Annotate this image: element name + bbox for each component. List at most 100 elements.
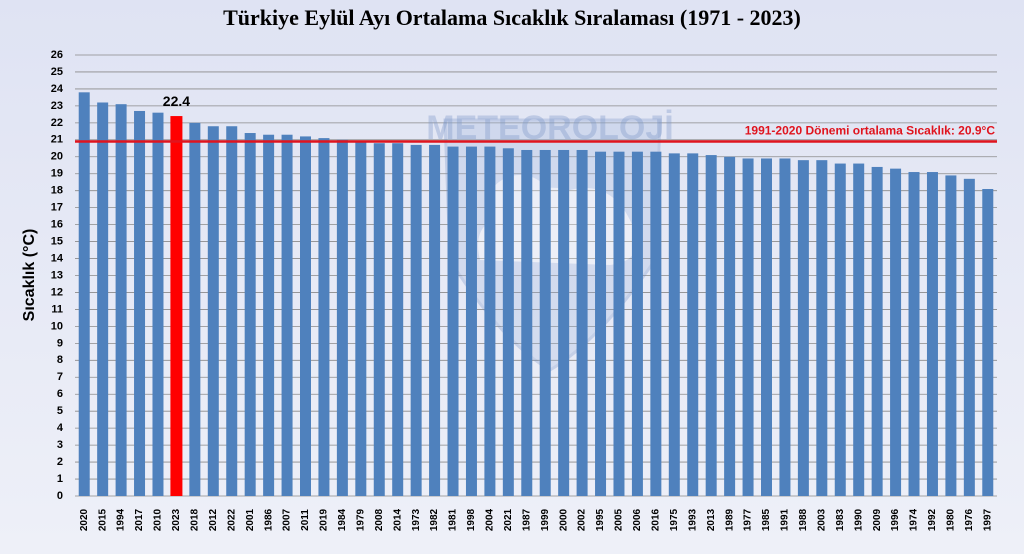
bar	[484, 146, 496, 497]
x-tick-label: 1975	[669, 508, 680, 531]
y-tick-label: 24	[51, 83, 64, 95]
y-tick-label: 1	[57, 473, 63, 485]
bar	[410, 144, 422, 496]
bar	[668, 153, 680, 496]
y-tick-label: 15	[51, 235, 63, 247]
x-tick-label: 1998	[466, 508, 477, 531]
x-tick-label: 2011	[300, 509, 311, 531]
x-tick-label: 1987	[521, 508, 532, 531]
y-tick-label: 21	[51, 134, 63, 146]
x-tick-label: 1981	[448, 508, 459, 531]
x-tick-label: 2014	[392, 508, 403, 531]
bar	[558, 149, 570, 496]
bar	[318, 138, 330, 496]
bar	[890, 168, 902, 496]
y-tick-label: 20	[51, 151, 63, 163]
bar	[226, 126, 238, 496]
bar	[300, 136, 311, 496]
x-tick-label: 1988	[798, 508, 809, 531]
bar	[926, 172, 938, 497]
bar	[281, 134, 293, 496]
bar	[779, 158, 791, 496]
x-tick-label: 1985	[761, 508, 772, 531]
bar	[115, 104, 127, 496]
bar	[595, 151, 607, 496]
y-tick-label: 16	[51, 219, 63, 231]
x-tick-label: 2022	[226, 508, 237, 531]
x-tick-label: 1992	[927, 508, 938, 531]
x-tick-label: 1974	[909, 508, 920, 531]
bar	[447, 146, 459, 497]
x-tick-label: 2017	[134, 508, 145, 531]
x-tick-label: 1982	[429, 508, 440, 531]
y-tick-label: 0	[57, 490, 63, 502]
x-tick-label: 2001	[245, 508, 256, 531]
x-tick-label: 2021	[503, 508, 514, 531]
y-tick-label: 12	[51, 286, 63, 298]
x-tick-label: 1990	[853, 508, 864, 531]
x-tick-label: 1983	[835, 508, 846, 531]
watermark-logo	[443, 118, 662, 372]
bar	[761, 158, 772, 496]
bar	[502, 148, 514, 497]
bar	[355, 141, 367, 496]
x-tick-label: 2020	[79, 508, 90, 531]
x-tick-label: 1995	[595, 508, 606, 531]
y-tick-label: 18	[51, 185, 63, 197]
x-tick-label: 1986	[263, 508, 274, 531]
bar	[945, 175, 957, 496]
x-tick-label: 2012	[208, 508, 219, 531]
bar	[631, 151, 643, 496]
bar	[465, 146, 477, 497]
y-tick-label: 25	[51, 66, 63, 78]
bar	[724, 156, 736, 496]
bar	[373, 143, 385, 496]
x-tick-label: 2005	[614, 508, 625, 531]
bar	[687, 153, 699, 496]
y-tick-label: 14	[51, 252, 64, 264]
bar	[908, 172, 920, 497]
bar	[521, 149, 533, 496]
x-tick-label: 1993	[687, 508, 698, 531]
x-tick-label: 2000	[558, 508, 569, 531]
x-tick-label: 1979	[355, 508, 366, 531]
x-tick-label: 1977	[743, 508, 754, 531]
x-tick-label: 1991	[780, 508, 791, 531]
x-tick-label: 2019	[319, 508, 330, 531]
x-tick-label: 2018	[190, 508, 201, 531]
y-tick-label: 7	[57, 371, 63, 383]
bar	[834, 163, 846, 497]
x-tick-label: 1984	[337, 508, 348, 531]
x-tick-label: 1973	[411, 508, 422, 531]
x-tick-label: 2010	[153, 508, 164, 531]
y-axis-label: Sıcaklık (°C)	[21, 229, 38, 322]
bar	[963, 178, 975, 497]
x-tick-label: 1996	[890, 508, 901, 531]
bar	[982, 188, 994, 496]
x-tick-label: 2006	[632, 508, 643, 531]
y-tick-label: 26	[51, 49, 63, 61]
x-tick-label: 2009	[872, 508, 883, 531]
y-tick-label: 6	[57, 388, 63, 400]
x-tick-label: 2023	[171, 508, 182, 531]
x-tick-label: 1994	[116, 508, 127, 531]
bar	[134, 110, 146, 496]
y-tick-label: 3	[57, 439, 63, 451]
bar	[797, 160, 809, 496]
bar	[207, 126, 219, 496]
x-tick-label: 2002	[577, 508, 588, 531]
chart-title: Türkiye Eylül Ayı Ortalama Sıcaklık Sıra…	[223, 5, 801, 30]
y-tick-label: 23	[51, 100, 63, 112]
reference-label: 1991-2020 Dönemi ortalama Sıcaklık: 20.9…	[745, 124, 996, 138]
bar	[244, 133, 256, 496]
y-tick-label: 22	[51, 117, 63, 129]
x-tick-label: 2015	[97, 508, 108, 531]
x-tick-label: 2007	[282, 508, 293, 531]
x-tick-label: 2013	[706, 508, 717, 531]
x-tick-label: 1989	[724, 508, 735, 531]
bar	[429, 144, 441, 496]
bar	[576, 149, 588, 496]
y-tick-label: 11	[51, 303, 63, 315]
y-tick-label: 4	[57, 422, 64, 434]
y-tick-label: 17	[51, 202, 63, 214]
